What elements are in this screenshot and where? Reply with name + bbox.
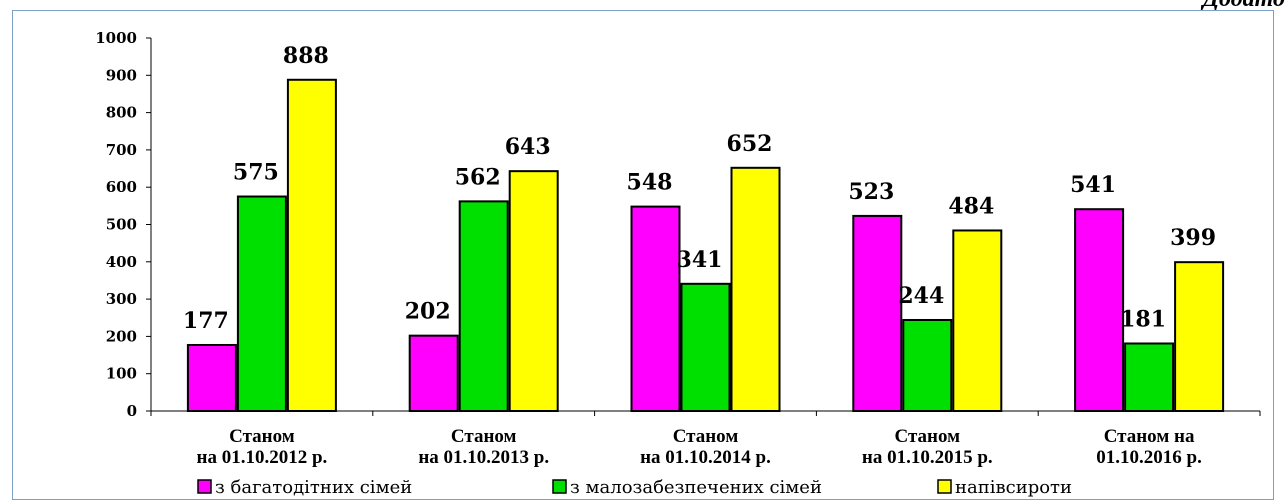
data-label: 562 [455, 164, 501, 190]
legend-swatch [552, 479, 567, 494]
data-label: 888 [283, 43, 329, 69]
y-tick-label: 900 [106, 66, 137, 84]
data-label: 177 [183, 308, 229, 334]
x-tick-label: на 01.10.2014 р. [640, 447, 771, 468]
bar [730, 166, 781, 412]
bar [902, 318, 953, 413]
data-label: 548 [627, 170, 673, 196]
data-label: 341 [677, 247, 723, 273]
bar [952, 229, 1003, 412]
y-tick-label: 1000 [95, 29, 137, 47]
legend-label: з малозабезпечених сімей [570, 477, 822, 498]
data-label: 541 [1070, 172, 1116, 198]
y-tick-label: 0 [127, 402, 137, 420]
bar [286, 78, 337, 412]
y-tick-label: 100 [106, 365, 137, 383]
bar [630, 205, 681, 412]
y-tick-label: 800 [106, 104, 137, 122]
y-tick-label: 700 [106, 141, 137, 159]
x-tick-label: на 01.10.2013 р. [418, 447, 549, 468]
bar [458, 200, 509, 412]
y-tick-label: 300 [106, 290, 137, 308]
x-tick-label: Станом [673, 426, 739, 447]
data-label: 399 [1170, 225, 1216, 251]
bar [1074, 208, 1125, 412]
legend-swatch [937, 479, 952, 494]
bar [680, 282, 731, 413]
legend-label: напівсироти [955, 477, 1072, 498]
bar [508, 170, 559, 412]
data-label: 523 [848, 179, 894, 205]
x-tick-label: на 01.10.2015 р. [862, 447, 993, 468]
data-label: 202 [405, 299, 451, 325]
bar [1174, 261, 1225, 412]
legend-label: з багатодітних сімей [215, 477, 412, 498]
x-tick-label: Станом [229, 426, 295, 447]
x-tick-label: Станом на [1104, 426, 1195, 447]
y-tick-label: 200 [106, 327, 137, 345]
y-tick-label: 600 [106, 178, 137, 196]
x-tick-label: Станом [451, 426, 517, 447]
bar [186, 343, 237, 413]
bar [408, 334, 459, 412]
data-label: 652 [727, 131, 773, 157]
data-label: 484 [948, 193, 994, 219]
bar [852, 214, 903, 412]
bar-chart: 0 100 200 300 400 500 600 700 800 900 1000 177 575 88… [95, 29, 1261, 498]
page-title: Додато [1203, 0, 1285, 13]
chart-panel: 0 100 200 300 400 500 600 700 800 900 1000 177 575 88… [12, 10, 1274, 500]
bar [236, 195, 287, 412]
data-label: 244 [898, 283, 944, 309]
data-label: 643 [505, 134, 551, 160]
data-label: 181 [1120, 306, 1166, 332]
y-tick-label: 500 [106, 216, 137, 234]
data-label: 575 [233, 160, 279, 186]
legend-swatch [197, 479, 212, 494]
bar [1124, 342, 1175, 412]
x-tick-label: 01.10.2016 р. [1096, 447, 1202, 468]
x-tick-label: Станом [895, 426, 961, 447]
y-tick-label: 400 [106, 253, 137, 271]
x-tick-label: на 01.10.2012 р. [197, 447, 328, 468]
